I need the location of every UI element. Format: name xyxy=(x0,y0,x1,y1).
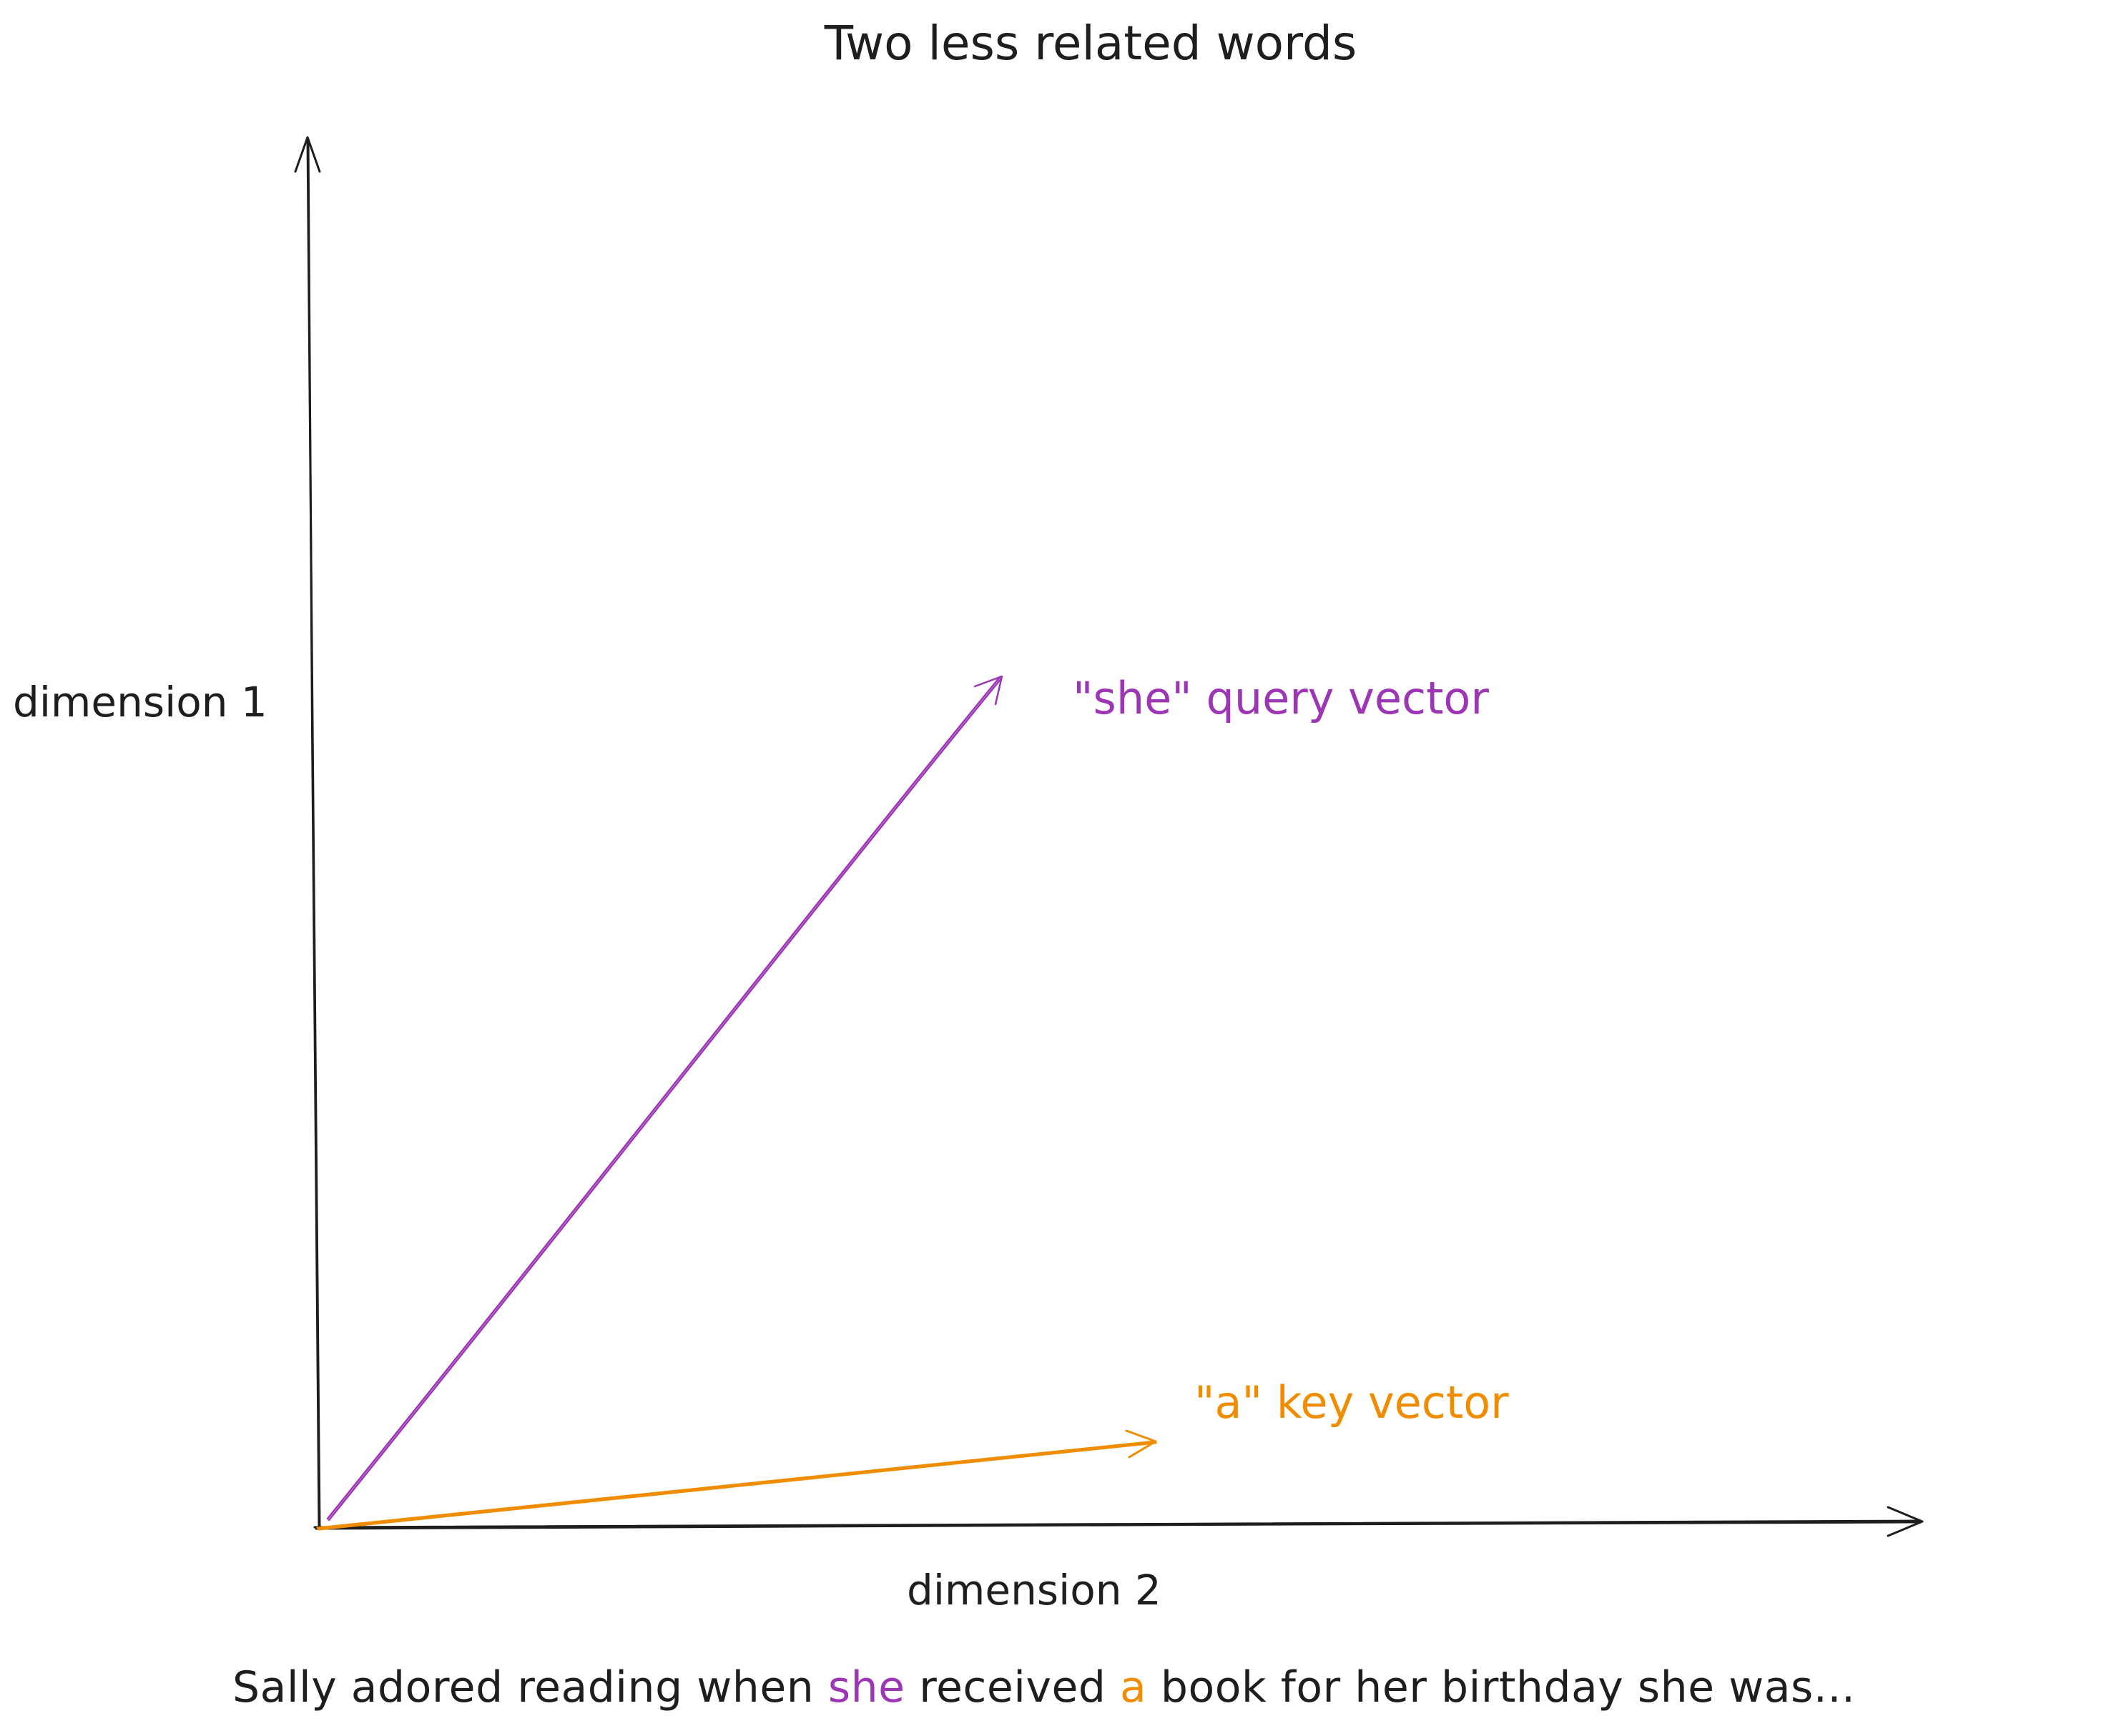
sentence-middle: received xyxy=(905,1662,1121,1712)
query-vector-label: "she" query vector xyxy=(1073,672,1489,724)
sentence-highlight-a: a xyxy=(1120,1662,1147,1712)
y-axis-label: dimension 1 xyxy=(13,678,267,726)
key-vector-label: "a" key vector xyxy=(1194,1376,1509,1429)
key-vector-arrow xyxy=(316,1429,1157,1531)
y-axis xyxy=(294,136,321,1527)
diagram-title: Two less related words xyxy=(824,16,1357,71)
sentence-after: book for her birthday she was... xyxy=(1146,1662,1856,1712)
example-sentence: Sally adored reading when she received a… xyxy=(232,1662,1855,1712)
x-axis xyxy=(313,1506,1924,1537)
query-vector-arrow xyxy=(326,675,1003,1522)
sentence-highlight-she: she xyxy=(827,1662,905,1712)
x-axis-label: dimension 2 xyxy=(907,1566,1161,1614)
sentence-before: Sally adored reading when xyxy=(232,1662,828,1712)
